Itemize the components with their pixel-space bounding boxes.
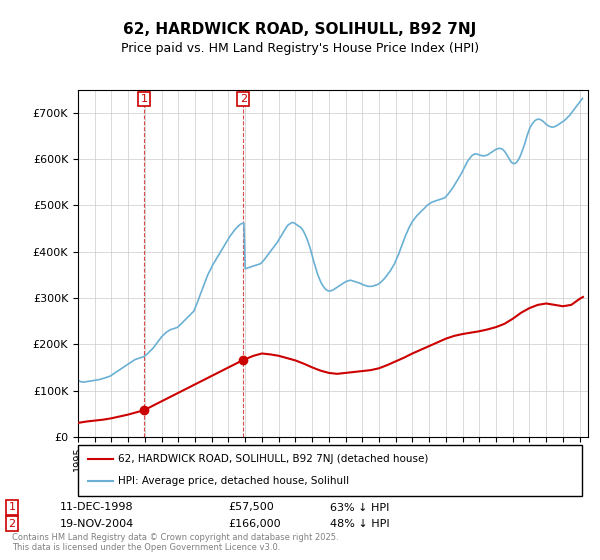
Text: Contains HM Land Registry data © Crown copyright and database right 2025.
This d: Contains HM Land Registry data © Crown c…: [12, 533, 338, 553]
Text: HPI: Average price, detached house, Solihull: HPI: Average price, detached house, Soli…: [118, 477, 349, 487]
Text: 19-NOV-2004: 19-NOV-2004: [60, 519, 134, 529]
Text: 1: 1: [140, 94, 148, 104]
FancyBboxPatch shape: [78, 445, 582, 496]
Text: 62, HARDWICK ROAD, SOLIHULL, B92 7NJ (detached house): 62, HARDWICK ROAD, SOLIHULL, B92 7NJ (de…: [118, 454, 428, 464]
Text: 62, HARDWICK ROAD, SOLIHULL, B92 7NJ: 62, HARDWICK ROAD, SOLIHULL, B92 7NJ: [124, 22, 476, 38]
Text: 63% ↓ HPI: 63% ↓ HPI: [330, 502, 389, 512]
Text: 1: 1: [8, 502, 16, 512]
Text: 2: 2: [239, 94, 247, 104]
Text: Price paid vs. HM Land Registry's House Price Index (HPI): Price paid vs. HM Land Registry's House …: [121, 42, 479, 55]
Text: 48% ↓ HPI: 48% ↓ HPI: [330, 519, 389, 529]
Text: £166,000: £166,000: [228, 519, 281, 529]
Text: £57,500: £57,500: [228, 502, 274, 512]
Text: 11-DEC-1998: 11-DEC-1998: [60, 502, 134, 512]
Text: 2: 2: [8, 519, 16, 529]
